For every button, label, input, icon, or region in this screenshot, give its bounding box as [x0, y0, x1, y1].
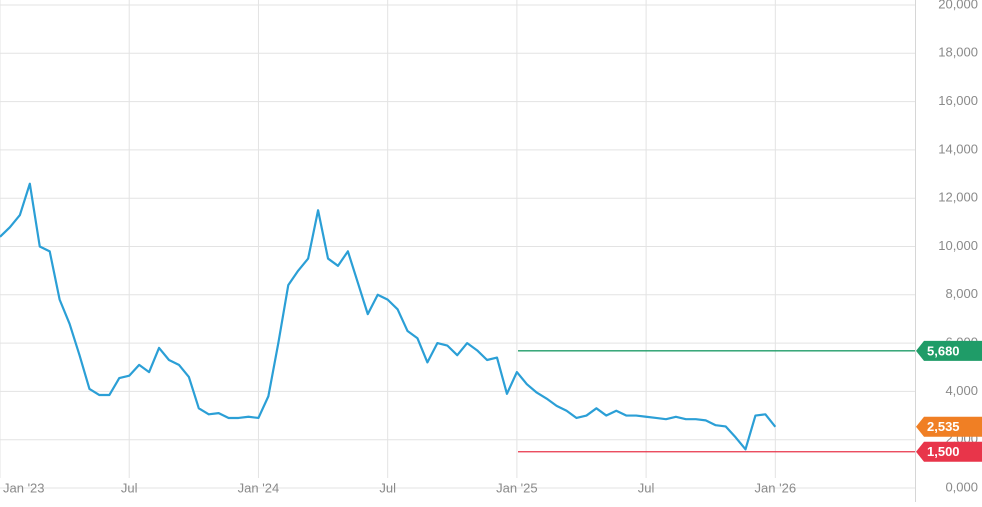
- y-tick-label: 18,000: [938, 45, 978, 60]
- x-tick-label: Jan '23: [3, 480, 45, 495]
- x-tick-label: Jul: [379, 480, 396, 495]
- y-tick-label: 20,000: [938, 0, 978, 11]
- y-tick-label: 10,000: [938, 238, 978, 253]
- y-tick-label: 8,000: [945, 286, 978, 301]
- price-line: [0, 182, 777, 451]
- x-tick-label: Jan '26: [755, 480, 797, 495]
- price-tag-label: 2,535: [927, 419, 960, 434]
- x-tick-label: Jan '25: [496, 480, 538, 495]
- y-tick-label: 14,000: [938, 141, 978, 156]
- y-tick-label: 12,000: [938, 190, 978, 205]
- x-tick-label: Jul: [638, 480, 655, 495]
- y-tick-label: 4,000: [945, 383, 978, 398]
- price-tag: [916, 441, 982, 462]
- price-tag-label: 5,680: [927, 343, 960, 358]
- price-tag-label: 1,500: [927, 444, 960, 459]
- x-tick-label: Jan '24: [238, 480, 280, 495]
- grid: [0, 0, 915, 489]
- x-tick-label: Jul: [121, 480, 138, 495]
- y-tick-label: 16,000: [938, 93, 978, 108]
- price-tag: [916, 416, 982, 437]
- price-tag: [916, 340, 982, 361]
- y-tick-label: 0,000: [945, 479, 978, 494]
